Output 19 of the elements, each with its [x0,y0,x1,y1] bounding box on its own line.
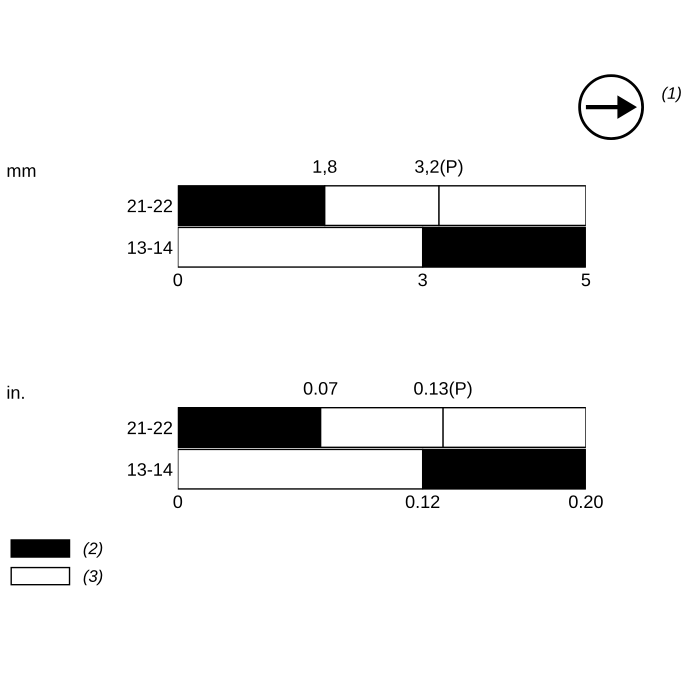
legend-label: (2) [84,542,102,558]
y-axis-title: mm [8,167,36,177]
y-tick-label: 13-14 [128,241,172,254]
y-axis-title: in. [8,386,24,399]
x-tick-label: 3 [418,273,427,286]
y-tick-label: 21-22 [128,200,172,212]
legend-label: (3) [84,570,102,586]
x2-tick-label: 0.13(P) [414,382,472,398]
text: (1) [662,86,681,102]
x-tick-label: 0 [173,273,182,286]
x2-tick-label: 1,8 [314,160,336,176]
x2-tick-label: 0.07 [304,382,338,395]
x-tick-label: 0 [173,495,182,508]
x2-tick-label: 3,2(P) [415,160,462,176]
y-tick-label: 21-22 [128,421,172,434]
x-tick-label: 5 [582,274,590,286]
y-tick-label: 13-14 [128,463,172,476]
x-tick-label: 0.12 [406,495,440,508]
x-tick-label: 0.20 [569,495,603,508]
